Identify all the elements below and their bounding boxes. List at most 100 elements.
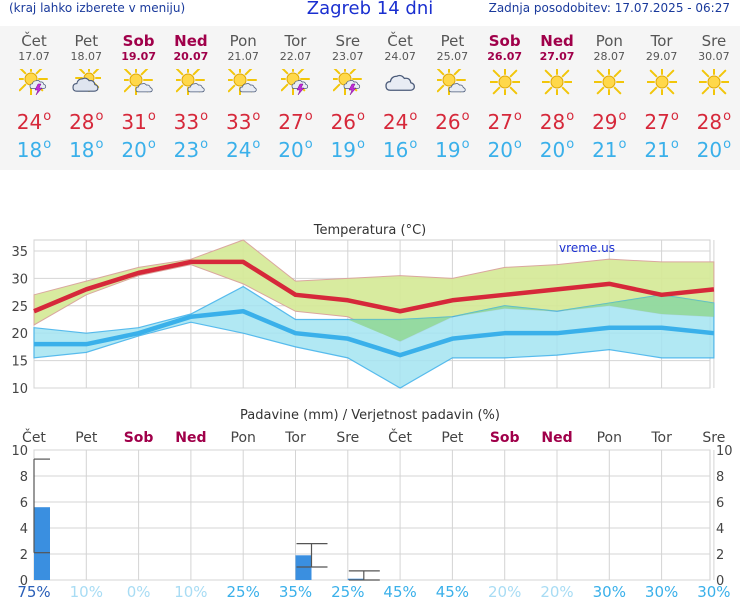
min-temp-value: 19 [330,138,357,162]
day-column: Pon 28.07 29o 21o [583,26,635,163]
min-temp: 24o [225,137,261,162]
sun-icon [644,65,679,99]
max-temp: 28o [539,109,575,134]
max-temp: 33o [225,109,261,134]
day-name: Pon [595,32,623,50]
max-temp-value: 28 [69,110,95,134]
max-temp: 27o [278,109,313,134]
cloud-sun-icon [71,64,104,95]
precipitation-ytick-left: 10 [11,444,28,459]
day-date: 28.07 [593,50,626,63]
precipitation-probability: 35% [279,583,312,600]
max-temp: 24o [16,109,52,134]
precipitation-ytick-right: 4 [716,522,724,537]
day-name: Čet [21,32,47,50]
max-temp-value: 31 [121,110,147,134]
precipitation-day-label: Sre [702,430,725,446]
min-temp: 23o [173,137,209,162]
min-temp: 20o [121,137,156,162]
precipitation-probability: 75% [17,583,50,600]
max-temp-value: 33 [173,110,200,134]
precipitation-probability: 25% [331,583,364,600]
precipitation-bar [347,578,364,580]
day-name: Sob [488,32,521,50]
day-column: Tor 29.07 27o 21o [636,26,688,163]
precipitation-chart-title: Padavine (mm) / Verjetnost padavin (%) [240,408,500,423]
min-temp-range-band [33,285,715,389]
precipitation-ytick-left: 4 [20,522,28,537]
day-date: 24.07 [384,50,416,63]
precipitation-probability: 10% [70,583,103,600]
min-temp-value: 20 [487,138,513,162]
temperature-ytick-label: 30 [11,272,28,287]
day-name: Ned [540,32,574,50]
max-temp: 27o [644,109,679,134]
max-temp-value: 28 [696,110,723,134]
day-column: Sre 23.07 26o 19o [322,26,374,162]
day-date: 25.07 [436,50,469,63]
min-temp: 20o [696,137,732,162]
min-temp: 20o [487,137,522,162]
day-date: 30.07 [698,50,730,63]
min-temp-value: 21 [592,138,618,162]
min-temp-line [34,309,715,358]
day-column: Ned 27.07 28o 20o [531,26,583,163]
precipitation-probability: 45% [436,583,469,600]
max-temp-value: 26 [435,110,461,134]
sun-small-cloud-icon [223,63,258,97]
temperature-ytick-label: 15 [11,355,28,370]
day-date: 26.07 [487,50,523,63]
max-temp-value: 24 [382,110,409,134]
precipitation-day-label: Tor [650,430,672,446]
watermark-label: vreme.us [559,241,615,255]
max-temp: 28o [69,109,104,134]
day-column: Pet 25.07 26o 19o [426,26,478,162]
precipitation-ytick-left: 0 [20,574,28,589]
day-name: Ned [174,32,208,50]
precipitation-probability: 30% [645,583,678,600]
last-updated: Zadnja posodobitev: 17.07.2025 - 06:27 [488,1,730,15]
temperature-ytick-label: 35 [11,245,28,260]
day-date: 23.07 [332,50,364,63]
day-name: Tor [284,32,307,50]
page-title: Zagreb 14 dni [306,0,434,19]
day-date: 21.07 [227,50,259,63]
max-temp-value: 29 [592,110,618,134]
day-name: Sre [335,32,361,50]
temperature-ytick-label: 25 [11,300,28,315]
day-name: Pon [229,32,257,50]
precipitation-day-label: Pon [597,430,622,446]
precipitation-day-label: Ned [541,430,572,446]
precipitation-ytick-left: 6 [20,496,28,511]
min-temp-value: 16 [382,138,409,162]
precipitation-ytick-right: 6 [716,496,724,511]
max-temp-value: 27 [487,110,513,134]
min-temp: 21o [592,137,627,162]
min-temp: 16o [382,137,418,162]
day-name: Čet [387,32,413,50]
day-name: Tor [650,32,673,50]
min-temp: 18o [69,137,104,162]
precipitation-bar [295,555,312,580]
sun-icon [487,65,522,99]
max-temp-value: 33 [225,110,252,134]
min-temp-value: 20 [278,138,304,162]
day-name: Sob [122,32,155,50]
precipitation-probability: 45% [383,583,416,600]
precipitation-day-label: Sob [124,430,154,446]
max-temp-value: 27 [644,110,670,134]
precipitation-day-label: Pet [441,430,464,446]
precipitation-ytick-left: 8 [20,470,28,485]
max-temp: 31o [121,109,156,134]
precipitation-probability: 25% [227,583,260,600]
location-menu-hint[interactable]: (kraj lahko izberete v meniju) [9,1,186,15]
min-temp-value: 24 [225,138,252,162]
max-temp: 28o [696,109,732,134]
sun-icon [696,65,731,99]
day-column: Pet 18.07 28o 18o [60,26,112,163]
precipitation-day-label: Sob [490,430,520,446]
min-temp-value: 20 [696,138,723,162]
min-temp-value: 18 [16,138,43,162]
precipitation-day-label: Tor [284,430,306,446]
